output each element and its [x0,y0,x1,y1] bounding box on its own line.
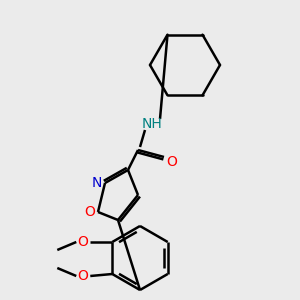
Text: O: O [85,205,95,219]
Text: O: O [77,269,88,283]
Text: NH: NH [142,117,162,131]
Text: N: N [92,176,102,190]
Text: O: O [167,155,177,169]
Text: O: O [77,235,88,249]
